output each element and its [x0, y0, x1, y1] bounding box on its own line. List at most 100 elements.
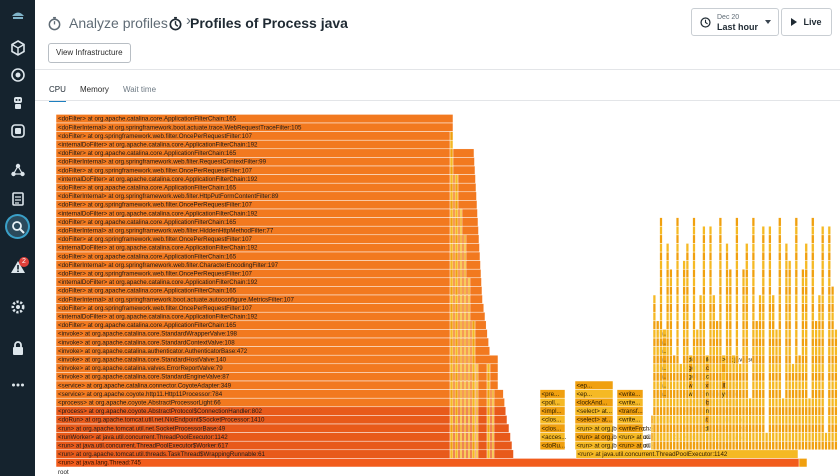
- flame-frame[interactable]: [692, 380, 696, 390]
- flame-frame[interactable]: [794, 294, 798, 304]
- flame-frame[interactable]: [665, 423, 670, 433]
- flame-frame[interactable]: [778, 389, 782, 399]
- flame-frame[interactable]: [830, 354, 835, 365]
- flame-frame[interactable]: [758, 303, 762, 313]
- flame-frame[interactable]: [698, 337, 703, 347]
- flame-frame[interactable]: [788, 337, 792, 347]
- flame-frame[interactable]: [817, 423, 822, 433]
- flame-frame[interactable]: [463, 440, 467, 451]
- flame-frame[interactable]: [764, 432, 769, 442]
- flame-frame[interactable]: [463, 243, 467, 253]
- flame-frame[interactable]: [692, 329, 696, 339]
- flame-frame[interactable]: [471, 440, 476, 451]
- flame-frame[interactable]: [679, 432, 683, 442]
- flame-frame[interactable]: [692, 415, 696, 425]
- flame-frame[interactable]: [659, 354, 663, 365]
- flame-frame[interactable]: [685, 337, 690, 347]
- flame-frame[interactable]: [675, 303, 680, 313]
- flame-frame[interactable]: [745, 363, 749, 373]
- flame-frame[interactable]: [804, 440, 808, 451]
- flame-frame[interactable]: [794, 337, 798, 347]
- flame-frame[interactable]: [659, 389, 663, 399]
- flame-frame[interactable]: [708, 440, 713, 451]
- flame-frame[interactable]: [741, 320, 746, 330]
- flame-frame[interactable]: [794, 268, 798, 279]
- flame-frame[interactable]: [725, 320, 729, 330]
- flame-frame[interactable]: [761, 423, 765, 433]
- flame-frame[interactable]: [821, 294, 825, 304]
- flame-frame[interactable]: [685, 432, 690, 442]
- flame-frame[interactable]: [463, 268, 467, 279]
- flame-frame[interactable]: [728, 311, 732, 322]
- flame-frame[interactable]: [708, 354, 713, 365]
- flame-frame[interactable]: [778, 380, 782, 390]
- flame-frame[interactable]: [827, 260, 831, 270]
- flame-frame[interactable]: [788, 389, 792, 399]
- flame-frame[interactable]: [675, 346, 680, 356]
- flame-frame[interactable]: [665, 337, 670, 347]
- robot-icon[interactable]: [7, 92, 28, 113]
- flame-frame[interactable]: [662, 440, 666, 451]
- flame-frame[interactable]: [751, 260, 756, 270]
- flame-frame[interactable]: [791, 363, 795, 373]
- flame-frame[interactable]: [471, 346, 476, 356]
- flame-frame[interactable]: [821, 251, 825, 261]
- flame-frame[interactable]: [774, 432, 779, 442]
- flame-frame[interactable]: [708, 415, 713, 425]
- flame-frame[interactable]: [778, 372, 782, 382]
- flame-frame[interactable]: [755, 406, 759, 416]
- flame-frame[interactable]: [718, 251, 723, 261]
- flame-frame[interactable]: [735, 303, 739, 313]
- flame-frame[interactable]: [804, 320, 808, 330]
- flame-frame[interactable]: [817, 329, 822, 339]
- flame-frame[interactable]: [834, 380, 838, 390]
- flame-frame[interactable]: [751, 354, 756, 365]
- flame-frame[interactable]: [801, 277, 805, 287]
- flame-frame[interactable]: [814, 329, 818, 339]
- flame-frame[interactable]: [454, 372, 459, 382]
- flame-frame[interactable]: [807, 397, 812, 408]
- flame-frame[interactable]: [679, 363, 683, 373]
- flame-frame[interactable]: [751, 217, 756, 227]
- flame-frame[interactable]: [652, 389, 657, 399]
- flame-frame[interactable]: [774, 354, 779, 365]
- flame-frame[interactable]: [745, 251, 749, 261]
- flame-frame[interactable]: [486, 440, 491, 451]
- flame-frame[interactable]: [659, 217, 663, 227]
- flame-frame[interactable]: [685, 440, 690, 451]
- flame-frame[interactable]: [708, 268, 713, 279]
- flame-frame[interactable]: [827, 225, 831, 236]
- flame-frame[interactable]: [652, 354, 657, 365]
- flame-frame[interactable]: [471, 449, 476, 459]
- flame-frame[interactable]: [728, 423, 732, 433]
- flame-frame[interactable]: [745, 354, 749, 365]
- flame-frame[interactable]: [771, 354, 775, 365]
- flame-frame[interactable]: [778, 363, 782, 373]
- flame-frame[interactable]: [784, 243, 789, 253]
- flame-frame[interactable]: [702, 268, 706, 279]
- flame-frame[interactable]: [774, 397, 779, 408]
- flame-frame[interactable]: [771, 432, 775, 442]
- flame-frame[interactable]: [656, 320, 660, 330]
- flame-frame[interactable]: [741, 294, 746, 304]
- flame-frame[interactable]: [55, 458, 802, 468]
- flame-frame[interactable]: [692, 389, 696, 399]
- flame-frame[interactable]: [814, 346, 818, 356]
- flame-frame[interactable]: [692, 303, 696, 313]
- flame-frame[interactable]: [781, 423, 785, 433]
- flame-frame[interactable]: [467, 294, 471, 304]
- flame-frame[interactable]: [735, 423, 739, 433]
- flame-frame[interactable]: [827, 277, 831, 287]
- flame-frame[interactable]: [817, 432, 822, 442]
- flame-frame[interactable]: [486, 363, 491, 373]
- flame-frame[interactable]: [715, 380, 719, 390]
- flame-frame[interactable]: [735, 329, 739, 339]
- flame-frame[interactable]: [768, 294, 772, 304]
- flame-frame[interactable]: [807, 432, 812, 442]
- flame-frame[interactable]: [728, 372, 732, 382]
- flame-frame[interactable]: [741, 415, 746, 425]
- flame-frame[interactable]: [725, 286, 729, 296]
- flame-frame[interactable]: [679, 423, 683, 433]
- flame-frame[interactable]: [708, 286, 713, 296]
- flame-frame[interactable]: [768, 415, 772, 425]
